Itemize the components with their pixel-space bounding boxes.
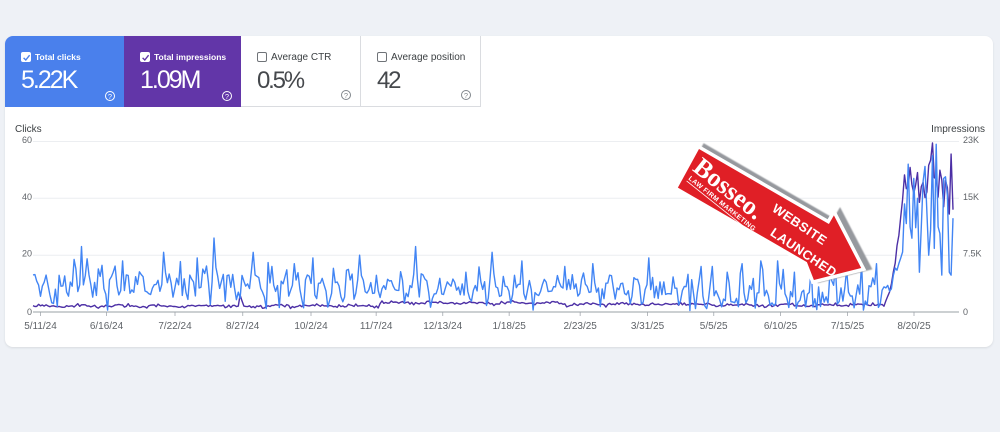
svg-text:20: 20	[22, 249, 32, 259]
svg-text:8/20/25: 8/20/25	[897, 321, 931, 332]
svg-text:6/16/24: 6/16/24	[90, 321, 124, 332]
svg-text:11/7/24: 11/7/24	[360, 321, 393, 332]
svg-text:23K: 23K	[963, 135, 979, 145]
svg-text:5/5/25: 5/5/25	[700, 321, 728, 332]
svg-text:12/13/24: 12/13/24	[423, 321, 462, 332]
svg-text:7/15/25: 7/15/25	[831, 321, 865, 332]
svg-text:5/11/24: 5/11/24	[24, 321, 57, 332]
svg-text:10/2/24: 10/2/24	[294, 321, 328, 332]
svg-text:Impressions: Impressions	[931, 124, 985, 135]
svg-text:6/10/25: 6/10/25	[764, 321, 798, 332]
svg-text:40: 40	[22, 192, 32, 202]
svg-text:8/27/24: 8/27/24	[226, 321, 260, 332]
svg-text:3/31/25: 3/31/25	[631, 321, 665, 332]
svg-text:Clicks: Clicks	[15, 124, 42, 135]
svg-text:0: 0	[963, 307, 968, 317]
svg-text:60: 60	[22, 135, 32, 145]
svg-text:7/22/24: 7/22/24	[158, 321, 192, 332]
svg-text:0: 0	[27, 307, 32, 317]
svg-text:1/18/25: 1/18/25	[493, 321, 527, 332]
svg-text:15K: 15K	[963, 192, 979, 202]
svg-text:7.5K: 7.5K	[963, 249, 982, 259]
svg-text:2/23/25: 2/23/25	[564, 321, 598, 332]
